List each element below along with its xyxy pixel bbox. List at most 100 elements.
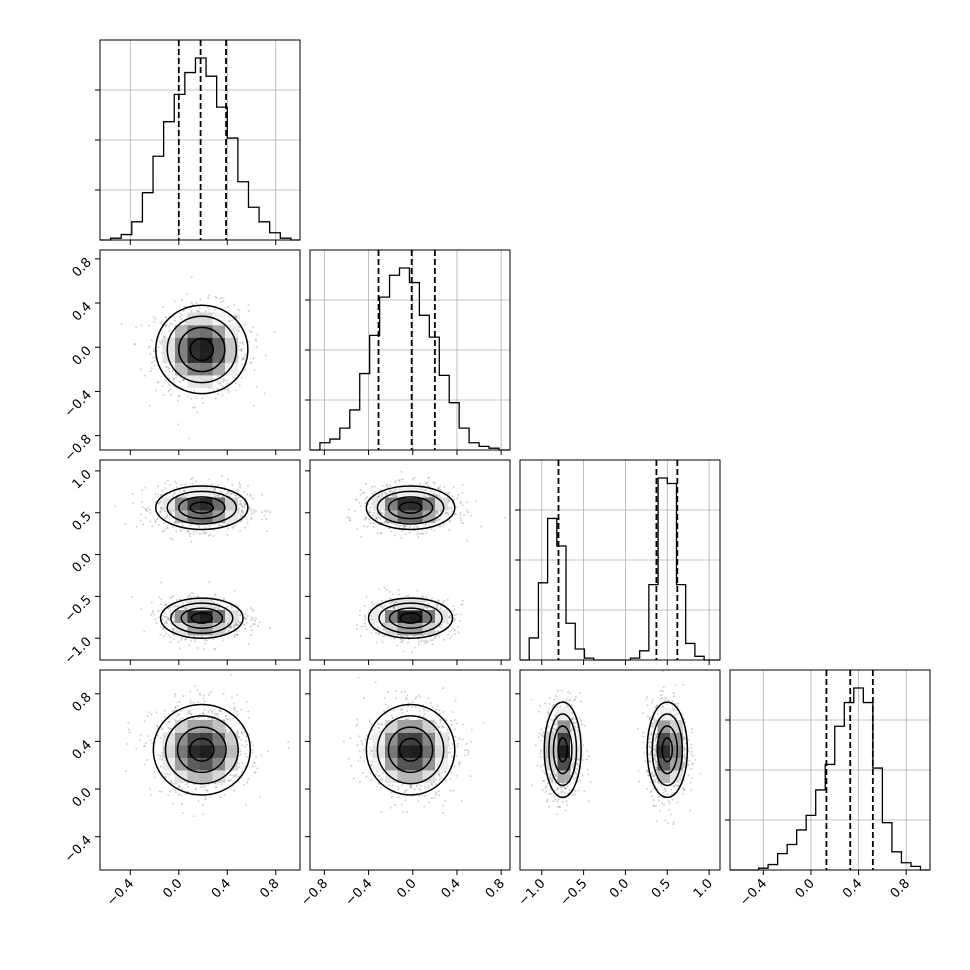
scatter-point: [171, 627, 174, 630]
scatter-point: [164, 487, 167, 490]
scatter-point: [177, 423, 180, 426]
scatter-point: [253, 623, 256, 626]
scatter-point: [398, 479, 401, 482]
scatter-point: [219, 297, 222, 300]
scatter-point: [166, 616, 169, 619]
scatter-point: [369, 506, 372, 509]
scatter-point: [373, 511, 376, 514]
scatter-point: [135, 326, 138, 329]
scatter-point: [172, 620, 175, 623]
scatter-point: [239, 500, 242, 503]
scatter-point: [169, 606, 172, 609]
scatter-point: [240, 503, 243, 506]
scatter-point: [348, 516, 351, 519]
scatter-point: [143, 374, 146, 377]
scatter-point: [238, 496, 241, 499]
scatter-point: [158, 595, 161, 598]
scatter-point: [407, 594, 410, 597]
scatter-point: [459, 620, 462, 623]
scatter-point: [415, 525, 418, 528]
scatter-point: [400, 478, 403, 481]
scatter-point: [172, 378, 175, 381]
scatter-point: [234, 382, 237, 385]
scatter-point: [379, 517, 382, 520]
scatter-point: [225, 628, 228, 631]
scatter-point: [214, 488, 217, 491]
scatter-point: [164, 482, 167, 485]
scatter-point: [250, 616, 253, 619]
scatter-point: [243, 324, 246, 327]
scatter-point: [182, 379, 185, 382]
scatter-point: [141, 506, 144, 509]
scatter-point: [438, 492, 441, 495]
scatter-point: [424, 640, 427, 643]
scatter-point: [212, 389, 215, 392]
scatter-point: [432, 639, 435, 642]
scatter-point: [426, 640, 429, 643]
scatter-point: [426, 481, 429, 484]
scatter-point: [229, 626, 232, 629]
scatter-point: [423, 494, 426, 497]
scatter-point: [366, 496, 369, 499]
scatter-point: [150, 338, 153, 341]
scatter-point: [199, 692, 202, 695]
scatter-point: [184, 375, 187, 378]
scatter-point: [247, 303, 250, 306]
scatter-point: [459, 613, 462, 616]
scatter-point: [152, 356, 155, 359]
scatter-point: [372, 521, 375, 524]
scatter-point: [456, 625, 459, 628]
scatter-point: [264, 354, 267, 357]
scatter-point: [249, 625, 252, 628]
scatter-point: [195, 530, 198, 533]
panel-frame: [729, 669, 931, 871]
scatter-point: [448, 519, 451, 522]
scatter-point: [233, 303, 236, 306]
scatter-point: [183, 305, 186, 308]
scatter-point: [173, 616, 176, 619]
scatter-point: [263, 392, 266, 395]
scatter-point: [203, 531, 206, 534]
scatter-point: [139, 519, 142, 522]
scatter-point: [375, 515, 378, 518]
scatter-point: [131, 492, 134, 495]
scatter-point: [227, 387, 230, 390]
scatter-point: [359, 505, 362, 508]
scatter-point: [241, 770, 244, 773]
scatter-point: [159, 493, 162, 496]
scatter-point: [264, 510, 267, 513]
scatter-point: [242, 343, 245, 346]
scatter-point: [186, 395, 189, 398]
scatter-point: [214, 295, 217, 298]
scatter-point: [447, 512, 450, 515]
scatter-point: [166, 526, 169, 529]
scatter-point: [381, 493, 384, 496]
scatter-point: [452, 605, 455, 608]
scatter-point: [226, 382, 229, 385]
scatter-point: [244, 368, 247, 371]
scatter-point: [154, 317, 157, 320]
scatter-point: [244, 617, 247, 620]
scatter-point: [442, 638, 445, 641]
scatter-point: [247, 340, 250, 343]
scatter-point: [175, 486, 178, 489]
scatter-point: [212, 638, 215, 641]
scatter-point: [164, 379, 167, 382]
scatter-point: [133, 343, 136, 346]
scatter-point: [249, 362, 252, 365]
scatter-point: [177, 640, 180, 643]
scatter-point: [381, 484, 384, 487]
scatter-point: [140, 513, 143, 516]
scatter-point: [451, 495, 454, 498]
scatter-point: [463, 514, 466, 517]
scatter-point: [373, 490, 376, 493]
scatter-point: [166, 479, 169, 482]
scatter-point: [150, 713, 153, 716]
scatter-point: [249, 606, 252, 609]
scatter-point: [366, 525, 369, 528]
scatter-point: [213, 308, 216, 311]
scatter-point: [250, 618, 253, 621]
scatter-point: [480, 525, 483, 528]
scatter-point: [142, 523, 145, 526]
scatter-point: [230, 674, 233, 677]
